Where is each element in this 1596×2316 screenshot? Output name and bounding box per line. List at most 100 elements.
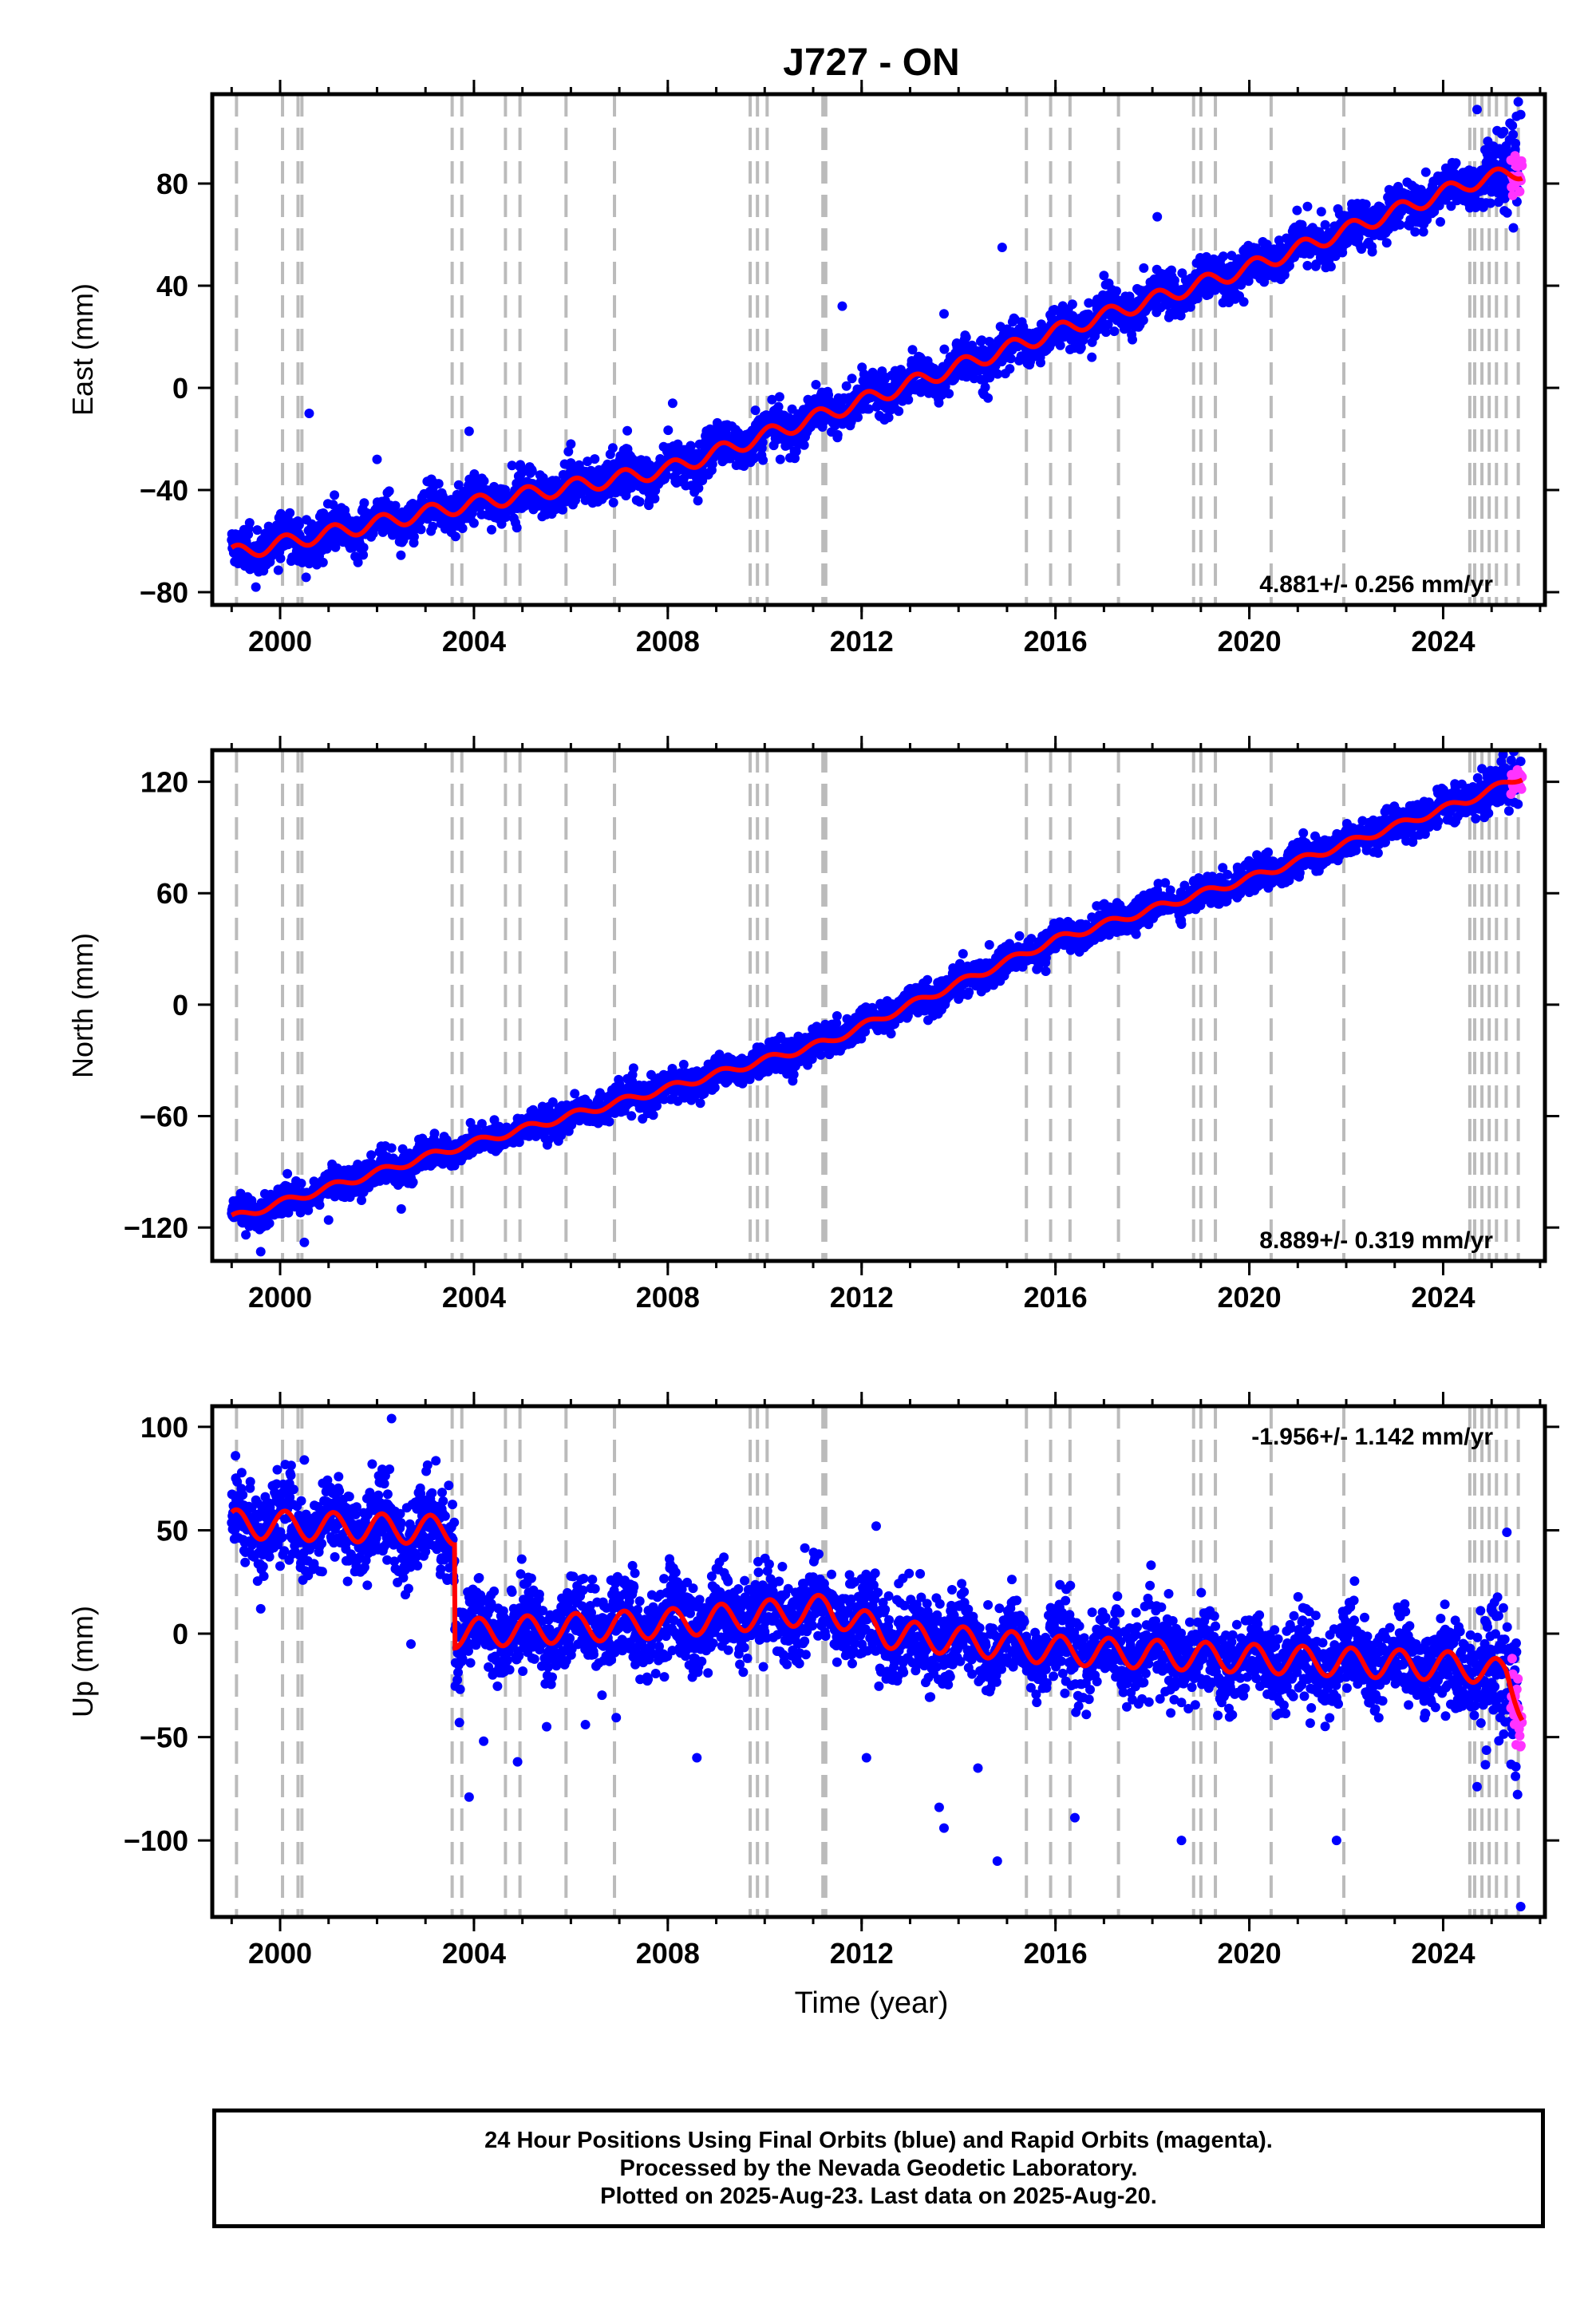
data-point xyxy=(358,550,369,560)
x-tick-label: 2016 xyxy=(1024,625,1088,658)
data-point xyxy=(296,1178,306,1188)
x-tick-label: 2004 xyxy=(442,625,506,658)
data-point xyxy=(799,440,809,450)
data-point xyxy=(1236,280,1246,290)
data-point xyxy=(450,532,460,542)
data-point xyxy=(1109,326,1120,337)
data-point xyxy=(1418,227,1428,237)
data-point xyxy=(1502,207,1512,218)
data-point-outlier xyxy=(1515,109,1526,120)
data-point xyxy=(634,496,645,507)
data-point xyxy=(853,412,863,422)
data-point xyxy=(241,1230,251,1240)
data-point-outlier xyxy=(1513,97,1523,107)
data-point xyxy=(1101,327,1111,338)
data-point xyxy=(1367,247,1377,257)
data-point xyxy=(1508,129,1519,140)
data-point-outlier xyxy=(304,409,314,418)
data-point xyxy=(1316,207,1326,217)
y-axis-label: East (mm) xyxy=(66,283,99,416)
data-point-outlier xyxy=(566,439,576,449)
data-point xyxy=(428,521,438,532)
data-point xyxy=(767,394,777,405)
data-point xyxy=(1055,340,1065,350)
data-point xyxy=(622,425,633,436)
data-point xyxy=(1451,158,1461,168)
data-point-outlier xyxy=(1099,271,1109,281)
data-point xyxy=(294,520,304,530)
data-point xyxy=(275,553,286,563)
y-tick-label: 40 xyxy=(156,270,188,302)
data-point xyxy=(961,332,971,342)
data-point xyxy=(1103,319,1113,330)
data-point-outlier xyxy=(1472,105,1482,115)
data-point xyxy=(1112,286,1121,296)
x-tick-label: 2012 xyxy=(830,625,894,658)
data-point xyxy=(457,524,468,533)
data-point xyxy=(1337,247,1348,258)
data-point xyxy=(1395,219,1405,230)
data-point xyxy=(396,550,406,560)
data-point xyxy=(1005,354,1016,364)
data-point xyxy=(791,446,801,456)
data-point xyxy=(273,565,283,575)
data-point xyxy=(1067,299,1077,310)
data-point xyxy=(1507,121,1518,131)
data-point xyxy=(328,500,338,510)
data-point xyxy=(275,508,286,519)
figure-title: J727 - ON xyxy=(783,41,959,84)
y-tick-label: −40 xyxy=(140,474,188,507)
data-point xyxy=(1279,270,1290,280)
data-point xyxy=(1292,205,1302,215)
data-point xyxy=(429,1128,440,1139)
data-point xyxy=(773,401,784,412)
data-point xyxy=(244,518,255,528)
data-point xyxy=(1320,219,1330,230)
data-point xyxy=(1238,297,1249,307)
data-point xyxy=(252,525,263,536)
data-point xyxy=(934,397,944,408)
y-tick-label: 0 xyxy=(172,372,188,405)
data-point xyxy=(1361,200,1371,210)
data-point xyxy=(353,557,363,567)
data-point xyxy=(1138,315,1148,326)
data-point xyxy=(832,429,843,440)
data-point xyxy=(662,470,672,480)
data-point xyxy=(384,486,394,496)
data-point xyxy=(1139,263,1149,273)
data-point xyxy=(558,504,567,515)
data-point xyxy=(1420,167,1431,177)
data-point xyxy=(650,493,660,504)
data-point xyxy=(1410,227,1420,237)
data-point xyxy=(433,479,444,489)
data-point xyxy=(750,405,760,416)
x-tick-label: 2024 xyxy=(1411,625,1475,658)
data-point xyxy=(366,1150,377,1160)
data-point xyxy=(1175,310,1186,321)
data-point xyxy=(590,454,600,464)
data-point xyxy=(409,532,419,542)
data-point xyxy=(416,524,426,535)
data-point-outlier xyxy=(464,426,474,437)
data-point xyxy=(608,497,618,508)
data-point xyxy=(583,456,593,467)
data-point xyxy=(977,335,987,346)
data-point xyxy=(712,417,722,428)
data-point xyxy=(1087,352,1097,362)
data-point xyxy=(607,443,618,453)
data-point xyxy=(285,508,295,518)
data-point xyxy=(907,345,918,355)
data-point-outlier xyxy=(372,454,382,464)
data-point xyxy=(685,441,696,451)
data-point xyxy=(314,1199,325,1210)
data-point xyxy=(1169,275,1179,286)
data-point xyxy=(1036,358,1045,368)
data-point xyxy=(940,381,950,392)
y-tick-label: 80 xyxy=(156,168,188,200)
data-point xyxy=(993,369,1003,379)
data-point xyxy=(903,394,914,405)
data-point xyxy=(1219,251,1228,262)
data-point xyxy=(358,543,369,553)
rapid-point xyxy=(1515,187,1525,196)
